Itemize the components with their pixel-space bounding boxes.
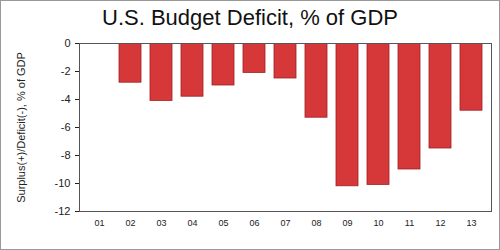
svg-text:10: 10 [373, 218, 383, 228]
svg-text:-6: -6 [61, 121, 71, 133]
svg-text:0: 0 [64, 37, 70, 49]
svg-text:08: 08 [311, 218, 321, 228]
html-text:U.S. Budget Deficit, % of GDP: U.S. Budget Deficit, % of GDP [102, 5, 398, 30]
svg-text:01: 01 [94, 218, 104, 228]
svg-text:12: 12 [435, 218, 445, 228]
svg-text:07: 07 [280, 218, 290, 228]
svg-text:11: 11 [405, 218, 414, 228]
svg-text:-8: -8 [61, 149, 71, 161]
svg-text:-4: -4 [61, 93, 71, 105]
svg-text:04: 04 [187, 218, 197, 228]
svg-text:13: 13 [466, 218, 476, 228]
svg-text:-10: -10 [55, 177, 71, 189]
svg-text:06: 06 [249, 218, 259, 228]
svg-text:05: 05 [218, 218, 228, 228]
svg-text:03: 03 [156, 218, 166, 228]
svg-text:-2: -2 [61, 65, 71, 77]
svg-text:02: 02 [125, 218, 135, 228]
svg-text:Surplus(+)/Deficit(-), % of GD: Surplus(+)/Deficit(-), % of GDP [15, 52, 27, 203]
svg-text:09: 09 [342, 218, 352, 228]
svg-text:-12: -12 [55, 205, 71, 217]
